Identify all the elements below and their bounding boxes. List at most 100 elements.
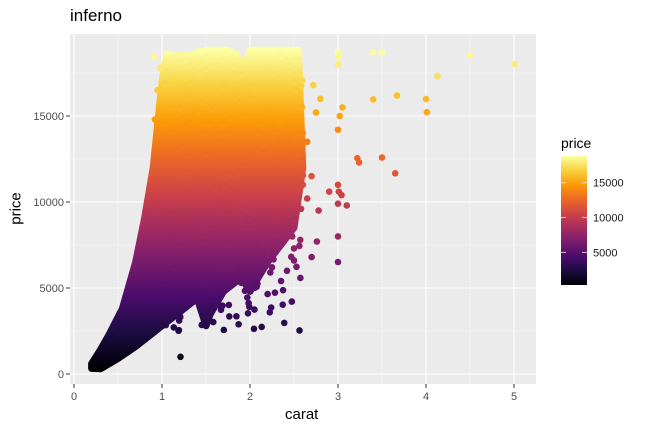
y-axis: 0 5000 10000 15000 [33, 111, 70, 381]
data-point [235, 99, 243, 106]
data-point [334, 126, 342, 134]
data-point [293, 263, 300, 271]
data-point [289, 134, 297, 141]
data-point [217, 221, 225, 229]
data-point [312, 109, 320, 116]
data-point [205, 312, 212, 319]
data-point [240, 142, 247, 150]
data-point [170, 324, 178, 331]
data-point [169, 236, 177, 244]
data-point [200, 319, 208, 327]
data-point [163, 268, 170, 276]
data-point [423, 108, 431, 116]
x-tick-label: 3 [335, 391, 341, 403]
data-point [218, 173, 225, 181]
data-point [277, 239, 285, 247]
data-point [290, 245, 298, 252]
data-point [297, 274, 304, 282]
data-point [187, 181, 194, 188]
data-point [466, 51, 474, 59]
data-point [295, 150, 302, 158]
data-point [297, 82, 305, 90]
data-point [177, 353, 184, 361]
data-point [310, 81, 317, 89]
data-point [286, 67, 293, 75]
data-point [223, 211, 231, 219]
data-point [159, 119, 166, 127]
data-point [317, 95, 324, 103]
data-point [225, 170, 233, 178]
legend-tick-label: 5000 [593, 247, 617, 259]
data-point [298, 103, 306, 111]
data-point [334, 49, 342, 56]
data-point [195, 47, 202, 55]
data-point [221, 50, 229, 57]
data-point [185, 94, 192, 102]
data-point [196, 219, 203, 227]
data-point [271, 289, 279, 296]
data-point [288, 233, 296, 240]
data-point [162, 287, 170, 294]
data-point [236, 244, 243, 252]
data-point [233, 312, 240, 320]
data-point [162, 281, 170, 289]
data-point [219, 120, 227, 128]
data-point [163, 242, 171, 249]
data-point [245, 299, 252, 307]
data-point [212, 297, 219, 304]
data-point [175, 326, 183, 334]
data-point [246, 223, 254, 231]
data-point [265, 108, 273, 115]
data-point [239, 111, 247, 119]
data-point [279, 301, 287, 308]
data-point [225, 313, 233, 320]
data-point [264, 246, 271, 254]
data-point [227, 203, 234, 210]
data-point [231, 63, 238, 70]
data-point [203, 262, 210, 270]
data-point [280, 117, 288, 124]
data-point [214, 264, 222, 272]
data-point [434, 72, 441, 80]
data-point [208, 62, 216, 70]
data-point [178, 143, 185, 150]
data-point [209, 257, 217, 265]
data-point [246, 277, 254, 285]
data-point [247, 216, 255, 224]
data-point [192, 163, 200, 171]
data-point [268, 264, 276, 271]
data-point [308, 253, 315, 261]
data-point [299, 129, 307, 137]
data-point [192, 190, 200, 198]
data-point [277, 52, 285, 60]
data-point [184, 169, 192, 176]
data-point [296, 236, 304, 244]
data-point [299, 172, 307, 179]
data-point [202, 210, 210, 218]
data-point [167, 259, 175, 266]
data-point [163, 228, 171, 236]
data-point [186, 61, 194, 69]
data-point [183, 217, 190, 224]
data-point [355, 159, 363, 166]
y-tick-label: 10000 [33, 197, 64, 209]
data-point [156, 64, 164, 72]
data-point [110, 334, 117, 342]
data-point [265, 68, 273, 76]
data-point [270, 133, 277, 140]
data-point [220, 84, 228, 92]
data-point [154, 86, 161, 94]
data-point [185, 244, 192, 252]
data-point [203, 53, 210, 61]
data-point [313, 238, 321, 245]
x-tick-label: 5 [511, 391, 517, 403]
data-point [208, 105, 216, 113]
data-point [253, 244, 261, 252]
data-point [233, 50, 241, 57]
data-point [334, 61, 342, 68]
data-point [219, 204, 226, 212]
data-point [237, 267, 245, 274]
data-point [241, 287, 249, 295]
data-point [180, 179, 188, 187]
